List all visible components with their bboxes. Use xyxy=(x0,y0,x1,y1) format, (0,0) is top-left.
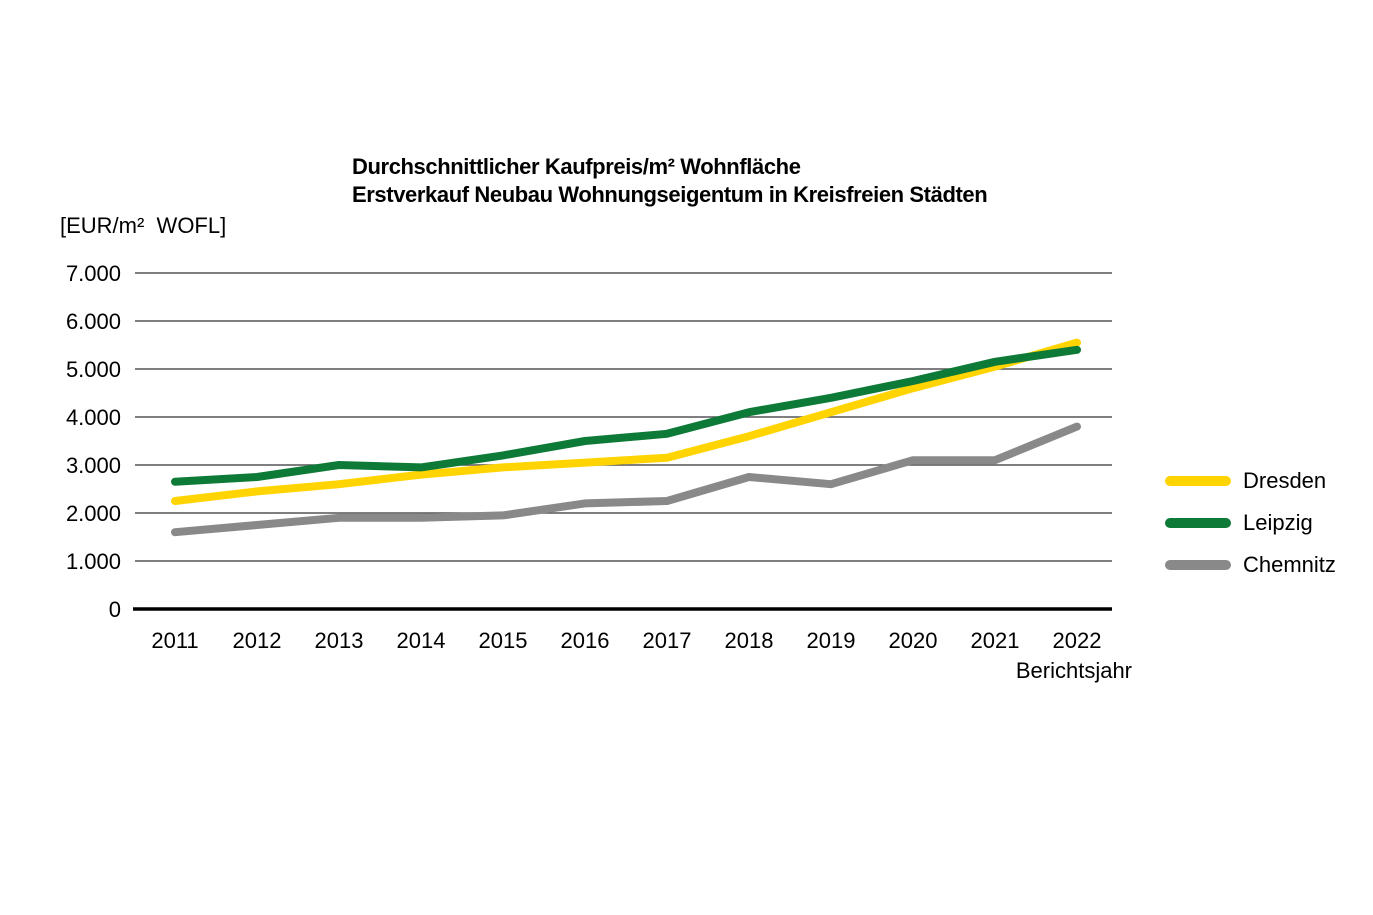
legend-swatch-chemnitz xyxy=(1165,560,1231,570)
y-tick-label: 3.000 xyxy=(66,453,121,478)
x-tick-label: 2013 xyxy=(315,628,364,653)
legend-label: Leipzig xyxy=(1243,510,1313,535)
x-tick-label: 2022 xyxy=(1053,628,1102,653)
chart-subtitle: Erstverkauf Neubau Wohnungseigentum in K… xyxy=(352,182,988,207)
legend-label: Dresden xyxy=(1243,468,1327,493)
x-tick-label: 2018 xyxy=(725,628,774,653)
x-tick-label: 2016 xyxy=(561,628,610,653)
legend-item-dresden: Dresden xyxy=(1165,468,1336,493)
y-tick-label: 7.000 xyxy=(66,261,121,286)
legend-swatch-dresden xyxy=(1165,476,1231,486)
y-tick-label: 4.000 xyxy=(66,405,121,430)
x-tick-label: 2012 xyxy=(233,628,282,653)
y-tick-label: 0 xyxy=(109,597,121,622)
y-tick-label: 1.000 xyxy=(66,549,121,574)
chart-title: Durchschnittlicher Kaufpreis/m² Wohnfläc… xyxy=(352,154,801,179)
legend-item-chemnitz: Chemnitz xyxy=(1165,552,1336,577)
legend-swatch-leipzig xyxy=(1165,518,1231,528)
x-tick-label: 2015 xyxy=(479,628,528,653)
y-axis-unit-label: [EUR/m² WOFL] xyxy=(60,213,227,238)
legend-label: Chemnitz xyxy=(1243,552,1336,577)
series-line-chemnitz xyxy=(171,422,1081,537)
x-tick-label: 2011 xyxy=(151,628,198,653)
legend: Dresden Leipzig Chemnitz xyxy=(1165,468,1336,577)
x-tick-label: 2014 xyxy=(397,628,446,653)
x-tick-label: 2019 xyxy=(807,628,856,653)
x-tick-label: 2020 xyxy=(889,628,938,653)
y-tick-label: 5.000 xyxy=(66,357,121,382)
y-tick-label: 6.000 xyxy=(66,309,121,334)
y-tick-label: 2.000 xyxy=(66,501,121,526)
x-axis-title: Berichtsjahr xyxy=(1015,658,1132,683)
series-line-leipzig xyxy=(171,345,1081,486)
x-tick-label: 2021 xyxy=(971,628,1020,653)
legend-item-leipzig: Leipzig xyxy=(1165,510,1336,535)
x-tick-label: 2017 xyxy=(643,628,692,653)
chart-title-block: Durchschnittlicher Kaufpreis/m² Wohnfläc… xyxy=(352,153,988,209)
series-line-dresden xyxy=(171,338,1081,505)
